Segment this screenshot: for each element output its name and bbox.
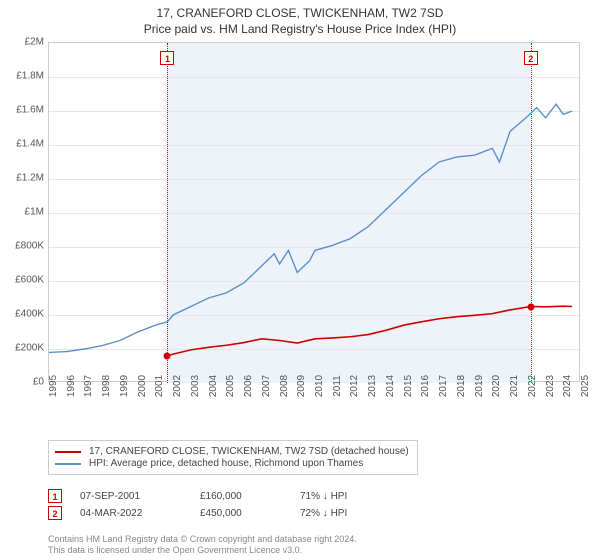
x-tick-label: 2016 <box>420 375 431 397</box>
legend: 17, CRANEFORD CLOSE, TWICKENHAM, TW2 7SD… <box>48 440 418 475</box>
sale-row: 1 07-SEP-2001£160,00071% ↓ HPI <box>48 489 580 503</box>
data-point <box>164 352 171 359</box>
x-tick-label: 2014 <box>385 375 396 397</box>
sale-pct: 71% ↓ HPI <box>300 491 420 502</box>
x-tick-label: 2019 <box>474 375 485 397</box>
legend-swatch <box>55 463 81 465</box>
y-tick-label: £1.2M <box>4 173 44 184</box>
x-tick-label: 2020 <box>491 375 502 397</box>
x-tick-label: 2007 <box>261 375 272 397</box>
x-tick-label: 2023 <box>545 375 556 397</box>
x-tick-label: 2006 <box>243 375 254 397</box>
x-tick-label: 2004 <box>208 375 219 397</box>
y-tick-label: £1.4M <box>4 139 44 150</box>
x-tick-label: 2008 <box>279 375 290 397</box>
x-tick-label: 2024 <box>562 375 573 397</box>
y-tick-label: £1M <box>4 207 44 218</box>
legend-label: 17, CRANEFORD CLOSE, TWICKENHAM, TW2 7SD… <box>89 446 409 457</box>
legend-item: 17, CRANEFORD CLOSE, TWICKENHAM, TW2 7SD… <box>55 446 411 457</box>
x-tick-label: 2010 <box>314 375 325 397</box>
y-tick-label: £0 <box>4 377 44 388</box>
x-tick-label: 2002 <box>172 375 183 397</box>
sale-date: 07-SEP-2001 <box>80 491 200 502</box>
x-tick-label: 1996 <box>66 375 77 397</box>
x-tick-label: 2021 <box>509 375 520 397</box>
legend-swatch <box>55 451 81 453</box>
attribution-line1: Contains HM Land Registry data © Crown c… <box>48 534 580 545</box>
x-tick-label: 2015 <box>403 375 414 397</box>
sale-price: £160,000 <box>200 491 300 502</box>
x-tick-label: 2011 <box>332 375 343 397</box>
y-tick-label: £1.8M <box>4 71 44 82</box>
plot-area: 12 <box>48 42 580 382</box>
x-tick-label: 2025 <box>580 375 591 397</box>
x-tick-label: 2003 <box>190 375 201 397</box>
sale-row: 2 04-MAR-2022£450,00072% ↓ HPI <box>48 506 580 520</box>
y-tick-label: £600K <box>4 275 44 286</box>
x-tick-label: 2000 <box>137 375 148 397</box>
chart: £0£200K£400K£600K£800K£1M£1.2M£1.4M£1.6M… <box>48 42 580 412</box>
x-tick-label: 2005 <box>225 375 236 397</box>
x-tick-label: 2018 <box>456 375 467 397</box>
title-line1: 17, CRANEFORD CLOSE, TWICKENHAM, TW2 7SD <box>0 6 600 20</box>
x-tick-label: 1999 <box>119 375 130 397</box>
x-tick-label: 2009 <box>296 375 307 397</box>
legend-label: HPI: Average price, detached house, Rich… <box>89 458 363 469</box>
y-tick-label: £800K <box>4 241 44 252</box>
y-tick-label: £1.6M <box>4 105 44 116</box>
x-tick-label: 2013 <box>367 375 378 397</box>
y-tick-label: £200K <box>4 343 44 354</box>
sale-marker: 1 <box>48 489 62 503</box>
sale-pct: 72% ↓ HPI <box>300 508 420 519</box>
y-tick-label: £2M <box>4 37 44 48</box>
series-lines <box>49 43 581 383</box>
x-tick-label: 2012 <box>349 375 360 397</box>
x-tick-label: 2022 <box>527 375 538 397</box>
attribution: Contains HM Land Registry data © Crown c… <box>48 534 580 557</box>
data-point <box>527 303 534 310</box>
sale-marker: 2 <box>48 506 62 520</box>
event-marker: 1 <box>160 51 174 65</box>
y-tick-label: £400K <box>4 309 44 320</box>
event-marker: 2 <box>524 51 538 65</box>
title-line2: Price paid vs. HM Land Registry's House … <box>0 22 600 36</box>
x-tick-label: 1997 <box>83 375 94 397</box>
x-tick-label: 1998 <box>101 375 112 397</box>
x-tick-label: 2001 <box>154 375 165 397</box>
attribution-line2: This data is licensed under the Open Gov… <box>48 545 580 556</box>
series-hpi <box>49 104 572 352</box>
sale-price: £450,000 <box>200 508 300 519</box>
x-tick-label: 1995 <box>48 375 59 397</box>
sales-table: 1 07-SEP-2001£160,00071% ↓ HPI 2 04-MAR-202… <box>48 486 580 523</box>
series-price_paid <box>167 306 572 356</box>
x-tick-label: 2017 <box>438 375 449 397</box>
legend-item: HPI: Average price, detached house, Rich… <box>55 458 411 469</box>
sale-date: 04-MAR-2022 <box>80 508 200 519</box>
